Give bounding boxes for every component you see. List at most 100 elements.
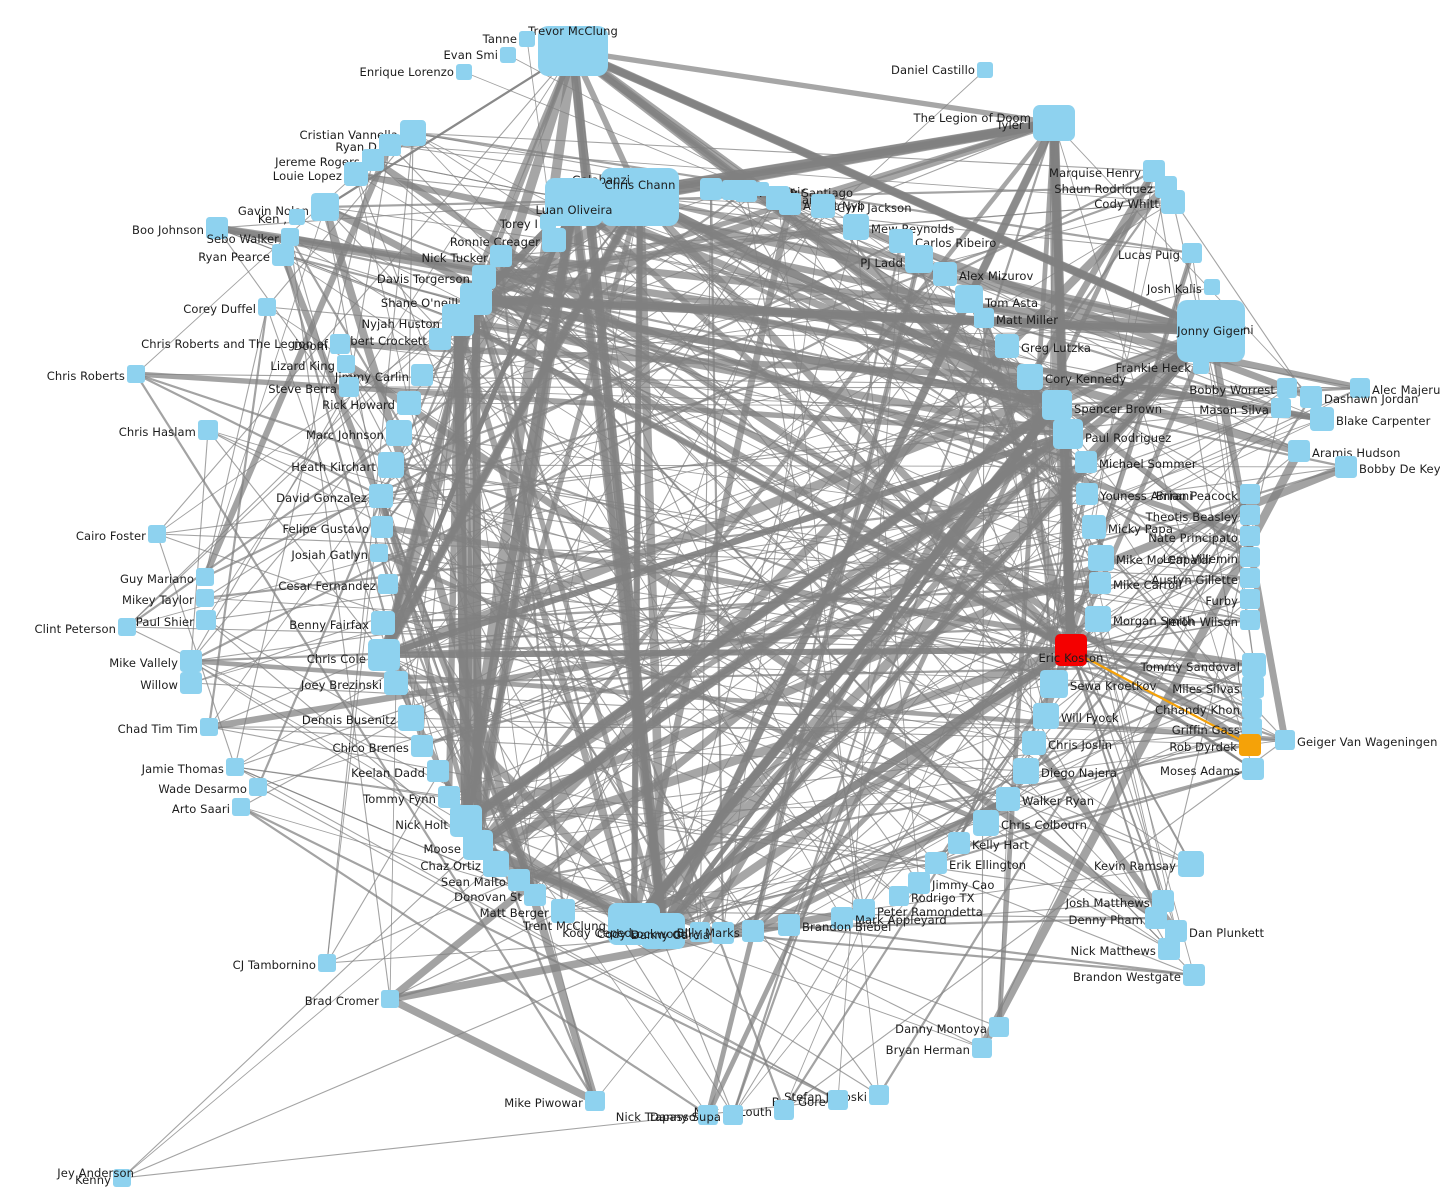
- graph-node[interactable]: [995, 334, 1019, 358]
- graph-node[interactable]: [378, 452, 404, 478]
- graph-node[interactable]: [774, 1100, 794, 1120]
- graph-node[interactable]: [148, 525, 166, 543]
- graph-node[interactable]: [118, 618, 136, 636]
- graph-node[interactable]: [585, 1091, 605, 1111]
- graph-node[interactable]: [196, 610, 216, 630]
- graph-node[interactable]: [1242, 718, 1262, 738]
- graph-node[interactable]: [1240, 589, 1260, 609]
- graph-node[interactable]: [519, 31, 535, 47]
- graph-node[interactable]: [1350, 378, 1370, 398]
- graph-node[interactable]: [258, 298, 276, 316]
- graph-node[interactable]: [1022, 731, 1046, 755]
- graph-node[interactable]: [1240, 610, 1260, 630]
- graph-node[interactable]: [226, 758, 244, 776]
- graph-node[interactable]: [1240, 484, 1260, 504]
- graph-node[interactable]: [400, 120, 426, 146]
- graph-node[interactable]: [330, 334, 350, 354]
- graph-node[interactable]: [397, 391, 421, 415]
- graph-node[interactable]: [427, 760, 449, 782]
- graph-node[interactable]: [483, 851, 509, 877]
- graph-node[interactable]: [972, 1038, 992, 1058]
- graph-node[interactable]: [540, 214, 556, 230]
- graph-node[interactable]: [500, 47, 516, 63]
- graph-node[interactable]: [1042, 390, 1072, 420]
- graph-node[interactable]: [113, 1169, 131, 1187]
- graph-node[interactable]: [386, 420, 412, 446]
- graph-node[interactable]: [524, 884, 546, 906]
- graph-node[interactable]: [1240, 568, 1260, 588]
- graph-node[interactable]: [378, 574, 398, 594]
- graph-node[interactable]: [601, 168, 679, 226]
- graph-node[interactable]: [1288, 440, 1310, 462]
- graph-node[interactable]: [1242, 653, 1266, 677]
- graph-node[interactable]: [127, 365, 145, 383]
- graph-node[interactable]: [933, 262, 957, 286]
- graph-node[interactable]: [289, 209, 305, 225]
- graph-node[interactable]: [398, 705, 424, 731]
- graph-node[interactable]: [1152, 890, 1174, 912]
- graph-node[interactable]: [723, 1105, 743, 1125]
- graph-node[interactable]: [641, 913, 685, 949]
- graph-node[interactable]: [698, 1105, 718, 1125]
- graph-node[interactable]: [1177, 300, 1245, 362]
- graph-node[interactable]: [1165, 920, 1187, 942]
- graph-node[interactable]: [371, 611, 395, 635]
- graph-node[interactable]: [272, 244, 294, 266]
- graph-node[interactable]: [1242, 698, 1262, 718]
- graph-node[interactable]: [1242, 758, 1264, 780]
- graph-node[interactable]: [1271, 398, 1291, 418]
- graph-node[interactable]: [1017, 364, 1043, 390]
- graph-node[interactable]: [735, 180, 757, 202]
- graph-node[interactable]: [232, 798, 250, 816]
- graph-node[interactable]: [1076, 483, 1098, 505]
- graph-node[interactable]: [1240, 505, 1260, 525]
- graph-node[interactable]: [371, 516, 393, 538]
- graph-node[interactable]: [196, 568, 214, 586]
- graph-node[interactable]: [249, 778, 267, 796]
- graph-node[interactable]: [1178, 851, 1204, 877]
- graph-node[interactable]: [1335, 456, 1357, 478]
- graph-node[interactable]: [1033, 703, 1059, 729]
- graph-node[interactable]: [198, 420, 218, 440]
- graph-node[interactable]: [1182, 243, 1202, 263]
- graph-node[interactable]: [1085, 606, 1111, 632]
- graph-node[interactable]: [542, 228, 566, 252]
- graph-node[interactable]: [206, 217, 228, 239]
- graph-node[interactable]: [700, 178, 722, 200]
- graph-node[interactable]: [1082, 515, 1106, 539]
- graph-node[interactable]: [843, 214, 869, 240]
- graph-node[interactable]: [779, 193, 801, 215]
- graph-node[interactable]: [370, 544, 388, 562]
- graph-node[interactable]: [828, 1090, 848, 1110]
- graph-node[interactable]: [311, 193, 339, 221]
- graph-node[interactable]: [690, 922, 710, 942]
- graph-node[interactable]: [551, 899, 575, 923]
- graph-node[interactable]: [379, 134, 401, 156]
- graph-node[interactable]: [1240, 526, 1260, 546]
- graph-node[interactable]: [1300, 386, 1322, 408]
- graph-node[interactable]: [811, 194, 835, 218]
- graph-node[interactable]: [369, 484, 393, 508]
- graph-node[interactable]: [1075, 451, 1097, 473]
- graph-node[interactable]: [853, 899, 875, 921]
- graph-node[interactable]: [869, 1085, 889, 1105]
- graph-node[interactable]: [1013, 758, 1039, 784]
- graph-node[interactable]: [281, 228, 299, 246]
- graph-node[interactable]: [889, 886, 909, 906]
- graph-node[interactable]: [1089, 572, 1111, 594]
- graph-node[interactable]: [778, 914, 800, 936]
- graph-node[interactable]: [411, 364, 433, 386]
- graph-node[interactable]: [1033, 105, 1075, 141]
- graph-node[interactable]: [1193, 358, 1209, 374]
- graph-node[interactable]: [344, 162, 368, 186]
- graph-node[interactable]: [1145, 907, 1167, 929]
- graph-node[interactable]: [1158, 938, 1180, 960]
- graph-node[interactable]: [339, 377, 359, 397]
- graph-node[interactable]: [337, 355, 355, 373]
- graph-node[interactable]: [1040, 670, 1068, 698]
- graph-node[interactable]: [429, 328, 451, 350]
- graph-node[interactable]: [180, 650, 202, 672]
- graph-node[interactable]: [456, 64, 472, 80]
- graph-node[interactable]: [1161, 190, 1185, 214]
- graph-node[interactable]: [1088, 545, 1114, 571]
